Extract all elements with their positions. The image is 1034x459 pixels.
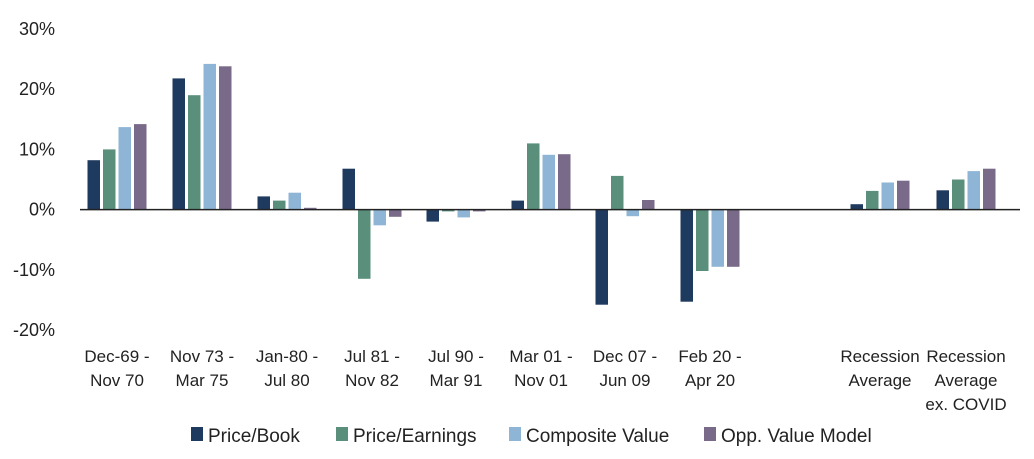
legend-swatch bbox=[336, 427, 348, 441]
y-tick-label: 0% bbox=[29, 200, 55, 220]
bar bbox=[542, 154, 555, 210]
y-tick-label: 20% bbox=[19, 79, 55, 99]
legend-swatch bbox=[704, 427, 716, 441]
bar bbox=[595, 209, 608, 305]
x-tick-label: Dec 07 - bbox=[593, 347, 657, 366]
bar bbox=[727, 209, 740, 267]
x-tick-label: Jul 80 bbox=[264, 371, 309, 390]
bar bbox=[527, 143, 540, 210]
bar bbox=[134, 124, 147, 210]
bar bbox=[680, 209, 693, 302]
bar bbox=[866, 190, 879, 210]
bar bbox=[103, 149, 116, 210]
bar bbox=[936, 190, 949, 210]
bar bbox=[203, 63, 216, 210]
bar bbox=[983, 168, 996, 210]
x-tick-label: Mar 91 bbox=[430, 371, 483, 390]
x-tick-label: Mar 75 bbox=[176, 371, 229, 390]
bar bbox=[850, 204, 863, 210]
bar bbox=[118, 127, 131, 210]
x-tick-label: Recession bbox=[926, 347, 1005, 366]
bar bbox=[257, 196, 270, 210]
legend-swatch bbox=[191, 427, 203, 441]
bar bbox=[342, 168, 355, 210]
y-tick-label: -10% bbox=[13, 260, 55, 280]
x-tick-label: Jul 81 - bbox=[344, 347, 400, 366]
x-tick-label: Nov 73 - bbox=[170, 347, 234, 366]
x-tick-label: Nov 82 bbox=[345, 371, 399, 390]
bars bbox=[87, 63, 996, 305]
y-axis: 30% 20% 10% 0% -10% -20% bbox=[13, 19, 55, 340]
legend: Price/Book Price/Earnings Composite Value O… bbox=[191, 426, 872, 447]
bar bbox=[273, 200, 286, 210]
x-tick-label: ex. COVID bbox=[925, 395, 1006, 414]
bar bbox=[511, 200, 524, 210]
bar bbox=[426, 209, 439, 222]
bar bbox=[172, 78, 185, 210]
bar bbox=[611, 175, 624, 210]
legend-label: Price/Earnings bbox=[353, 426, 477, 447]
bar bbox=[711, 209, 724, 267]
bar bbox=[288, 192, 301, 210]
bar bbox=[219, 66, 232, 210]
x-tick-label: Jul 90 - bbox=[428, 347, 484, 366]
x-tick-label: Average bbox=[848, 371, 911, 390]
x-tick-label: Jan-80 - bbox=[256, 347, 318, 366]
bar bbox=[358, 209, 371, 279]
bar bbox=[897, 180, 910, 210]
bar bbox=[188, 95, 201, 210]
bar bbox=[87, 160, 100, 210]
x-tick-label: Dec-69 - bbox=[84, 347, 149, 366]
bar bbox=[881, 182, 894, 210]
x-tick-label: Nov 70 bbox=[90, 371, 144, 390]
legend-swatch bbox=[509, 427, 521, 441]
x-tick-label: Feb 20 - bbox=[678, 347, 741, 366]
x-tick-label: Nov 01 bbox=[514, 371, 568, 390]
y-tick-label: -20% bbox=[13, 320, 55, 340]
bar bbox=[967, 171, 980, 210]
bar bbox=[696, 209, 709, 271]
bar bbox=[442, 209, 455, 212]
bar bbox=[642, 200, 655, 210]
x-tick-label: Average bbox=[934, 371, 997, 390]
bar bbox=[626, 209, 639, 217]
bar bbox=[373, 209, 386, 226]
x-tick-label: Mar 01 - bbox=[509, 347, 572, 366]
x-tick-label: Recession bbox=[840, 347, 919, 366]
legend-label: Price/Book bbox=[208, 426, 300, 447]
x-tick-label: Jun 09 bbox=[599, 371, 650, 390]
bar bbox=[558, 154, 571, 210]
legend-label: Opp. Value Model bbox=[721, 426, 872, 447]
x-axis: Dec-69 - Nov 70 Nov 73 - Mar 75 Jan-80 - Jul … bbox=[84, 347, 1006, 414]
legend-label: Composite Value bbox=[526, 426, 669, 447]
bar bbox=[457, 209, 470, 218]
bar bbox=[473, 209, 486, 212]
y-tick-label: 30% bbox=[19, 19, 55, 39]
bar bbox=[952, 179, 965, 210]
x-tick-label: Apr 20 bbox=[685, 371, 735, 390]
y-tick-label: 10% bbox=[19, 139, 55, 159]
bar bbox=[389, 209, 402, 217]
bar bbox=[304, 207, 317, 210]
